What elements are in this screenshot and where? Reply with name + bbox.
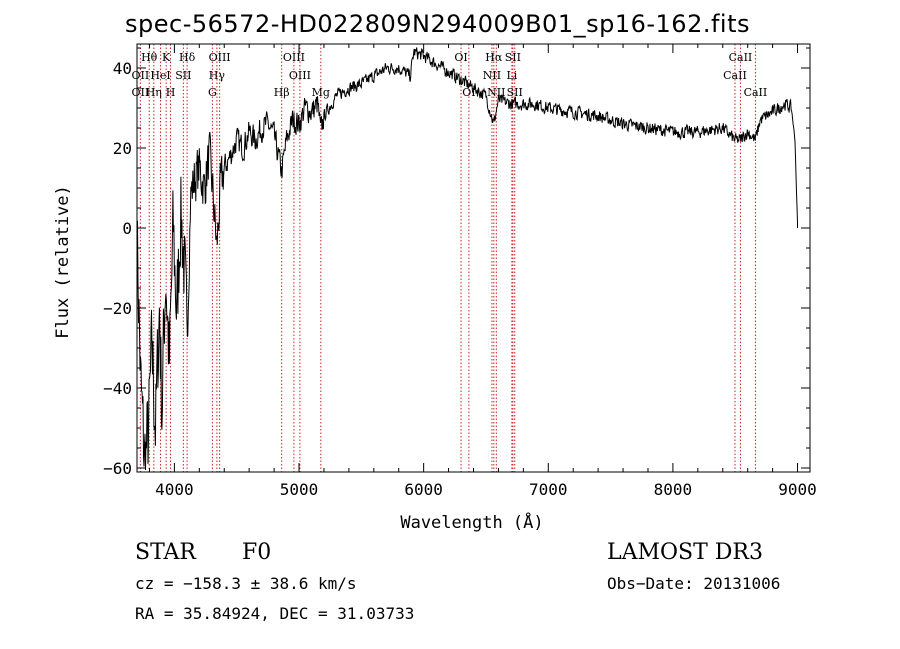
line-marker-label: OIII xyxy=(209,51,231,64)
spectrum-line xyxy=(136,47,798,471)
line-marker-label: K xyxy=(162,51,171,64)
y-tick-label: −20 xyxy=(103,299,132,318)
x-tick-label: 9000 xyxy=(778,480,817,499)
redshift-line: cz = −158.3 ± 38.6 km/s xyxy=(135,574,357,593)
line-marker-group xyxy=(139,44,756,472)
line-marker-label: Hθ xyxy=(141,51,158,64)
line-marker-label: Hα xyxy=(485,51,503,64)
line-marker-label: CaII xyxy=(744,86,768,99)
line-marker-label: SII xyxy=(505,51,521,64)
spectral-subclass: F0 xyxy=(242,540,272,565)
line-marker-label: Hβ xyxy=(274,86,290,99)
ra-dec-line: RA = 35.84924, DEC = 31.03733 xyxy=(135,604,415,623)
y-tick-label: 20 xyxy=(113,139,132,158)
line-marker-label: OII xyxy=(132,69,150,82)
x-tick-label: 4000 xyxy=(155,480,194,499)
line-marker-label: Li xyxy=(506,69,517,82)
x-tick-label: 7000 xyxy=(529,480,568,499)
x-tick-label: 5000 xyxy=(280,480,319,499)
y-tick-label: −60 xyxy=(103,459,132,478)
x-axis-label: Wavelength (Å) xyxy=(400,511,543,533)
survey-name: LAMOST DR3 xyxy=(607,540,763,565)
x-tick-label: 8000 xyxy=(654,480,693,499)
y-tick-label: 0 xyxy=(122,219,132,238)
y-axis-ticks: −60 −40 −20 0 20 40 xyxy=(103,47,810,478)
line-marker-label: OIII xyxy=(283,51,305,64)
line-marker-label: NII xyxy=(483,69,501,82)
object-type: STAR xyxy=(135,540,196,565)
line-marker-label: Hδ xyxy=(179,51,196,64)
line-marker-label: Hη xyxy=(146,86,162,99)
line-marker-label: CaII xyxy=(729,51,753,64)
line-marker-label: OIII xyxy=(289,69,311,82)
line-marker-label: OI xyxy=(454,51,467,64)
line-marker-label: Hγ xyxy=(209,69,226,82)
line-marker-label: H xyxy=(166,86,176,99)
x-axis-ticks: 4000 5000 6000 7000 8000 9000 xyxy=(148,44,817,499)
chart-title: spec-56572-HD022809N294009B01_sp16-162.f… xyxy=(125,10,750,38)
line-marker-label: CaII xyxy=(723,69,747,82)
line-marker-label: G xyxy=(208,86,217,99)
y-tick-label: −40 xyxy=(103,379,132,398)
line-marker-label: SII xyxy=(507,86,523,99)
line-marker-label: HeI xyxy=(150,69,170,82)
line-marker-label: SII xyxy=(175,69,191,82)
y-tick-label: 40 xyxy=(113,59,132,78)
line-marker-label: OII xyxy=(132,86,150,99)
line-marker-label: Mg xyxy=(312,86,330,99)
x-tick-label: 6000 xyxy=(404,480,443,499)
plot-frame xyxy=(136,43,811,473)
y-axis-label: Flux (relative) xyxy=(53,185,73,339)
observation-date: Obs−Date: 20131006 xyxy=(607,574,781,593)
